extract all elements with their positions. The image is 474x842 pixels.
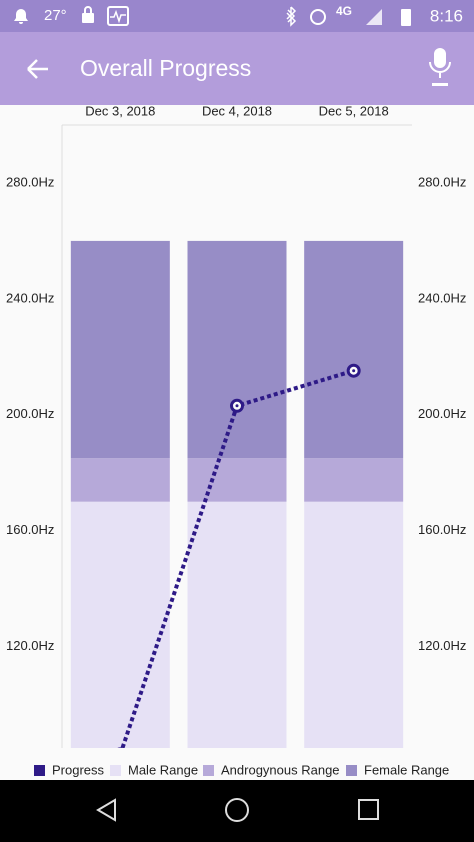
bar-segment — [70, 501, 170, 748]
x-tick-label: Dec 5, 2018 — [319, 103, 389, 118]
nav-back[interactable] — [96, 798, 116, 822]
mic-stand — [429, 61, 451, 78]
legend-label: Progress — [52, 762, 105, 777]
status-bar — [0, 0, 474, 32]
x-tick-label: Dec 4, 2018 — [202, 103, 272, 118]
bar-segment — [187, 240, 287, 459]
legend-label: Female Range — [364, 762, 449, 777]
bar-segment — [187, 501, 287, 748]
mic-base — [432, 83, 448, 86]
legend-swatch — [34, 765, 45, 776]
temperature: 27° — [44, 7, 67, 24]
y-tick-label: 160.0Hz — [6, 522, 54, 537]
x-tick-label: Dec 3, 2018 — [85, 103, 155, 118]
y-tick-label: 240.0Hz — [6, 290, 54, 305]
plot — [70, 240, 404, 748]
legend-swatch — [346, 765, 357, 776]
y2-tick-label: 120.0Hz — [418, 638, 466, 653]
bar-segment — [187, 458, 287, 502]
progress-point-center — [235, 404, 239, 408]
bar-segment — [304, 501, 404, 748]
bar-segment — [304, 458, 404, 502]
alarm-icon — [310, 9, 326, 25]
nav-bar — [0, 780, 474, 842]
nav-recents[interactable] — [358, 799, 379, 820]
y2-tick-label: 200.0Hz — [418, 406, 466, 421]
activity-icon — [107, 6, 129, 26]
legend-swatch — [203, 765, 214, 776]
activity-line — [110, 9, 126, 24]
legend-label: Male Range — [128, 762, 198, 777]
clock: 8:16 — [430, 6, 463, 25]
mic-icon — [434, 48, 446, 68]
nav-home[interactable] — [225, 798, 249, 822]
bar-segment — [304, 240, 404, 459]
bar-segment — [70, 240, 170, 459]
plot-area — [70, 240, 404, 748]
y-tick-label: 200.0Hz — [6, 406, 54, 421]
legend-swatch — [110, 765, 121, 776]
battery-icon — [401, 9, 411, 26]
lock-shackle — [84, 6, 92, 13]
bar-segment — [70, 458, 170, 502]
network-type: 4G — [336, 4, 352, 18]
y-tick-label: 280.0Hz — [6, 174, 54, 189]
signal-icon — [366, 9, 382, 25]
bluetooth-icon — [286, 6, 297, 27]
mic-button[interactable] — [429, 48, 451, 86]
bell-icon — [14, 9, 28, 24]
back-button[interactable] — [27, 59, 48, 79]
app-bar — [0, 32, 474, 105]
app-title: Overall Progress — [80, 55, 251, 81]
progress-point-center — [352, 369, 356, 373]
y2-tick-label: 280.0Hz — [418, 174, 466, 189]
legend-label: Androgynous Range — [221, 762, 340, 777]
y-tick-label: 120.0Hz — [6, 638, 54, 653]
y2-tick-label: 240.0Hz — [418, 290, 466, 305]
y2-tick-label: 160.0Hz — [418, 522, 466, 537]
lock-icon — [82, 13, 94, 23]
